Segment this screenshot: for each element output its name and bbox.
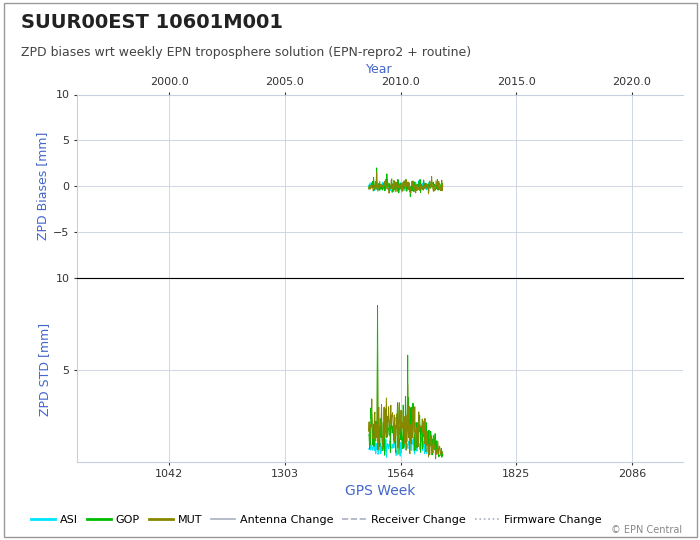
Legend: ASI, GOP, MUT, Antenna Change, Receiver Change, Firmware Change: ASI, GOP, MUT, Antenna Change, Receiver … [27,510,606,529]
Y-axis label: ZPD Biases [mm]: ZPD Biases [mm] [36,132,49,240]
X-axis label: GPS Week: GPS Week [344,483,415,497]
X-axis label: Year: Year [366,63,393,76]
Text: ZPD biases wrt weekly EPN troposphere solution (EPN-repro2 + routine): ZPD biases wrt weekly EPN troposphere so… [21,46,471,59]
Text: SUUR00EST 10601M001: SUUR00EST 10601M001 [21,14,283,32]
Text: © EPN Central: © EPN Central [611,524,682,535]
Y-axis label: ZPD STD [mm]: ZPD STD [mm] [38,323,51,416]
